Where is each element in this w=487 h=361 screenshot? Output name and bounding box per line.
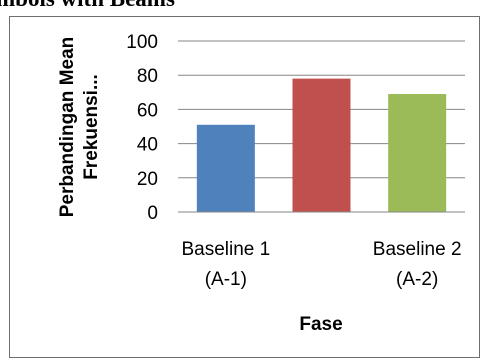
y-tick-label: 40 (137, 135, 158, 156)
bar-1 (196, 124, 255, 212)
y-tick-label: 100 (126, 32, 158, 53)
bar-2 (292, 78, 351, 213)
y-tick-labels: 0 20 40 60 80 100 (126, 32, 158, 224)
x-category-label: (A-2) (396, 269, 438, 290)
y-tick-label: 60 (137, 100, 158, 121)
x-category-label: Baseline 2 (373, 239, 462, 260)
x-category-label: Baseline 1 (181, 239, 270, 260)
x-category-labels: Baseline 1 (A-1) Baseline 2 (A-2) (181, 239, 461, 290)
bar-3 (388, 94, 447, 212)
x-axis-title: Fase (299, 314, 342, 335)
y-axis-title-line: Perbandingan Mean (57, 37, 78, 218)
x-category-label: (A-1) (205, 269, 247, 290)
y-axis-title: Perbandingan Mean Frekuensi... (57, 37, 102, 218)
bars (196, 78, 447, 213)
y-tick-label: 20 (137, 169, 158, 190)
y-axis-title-line: Frekuensi... (81, 74, 102, 180)
y-tick-label: 80 (137, 66, 158, 87)
y-tick-label: 0 (147, 203, 158, 224)
page-caption-fragment: mbols with Beams (0, 0, 175, 12)
